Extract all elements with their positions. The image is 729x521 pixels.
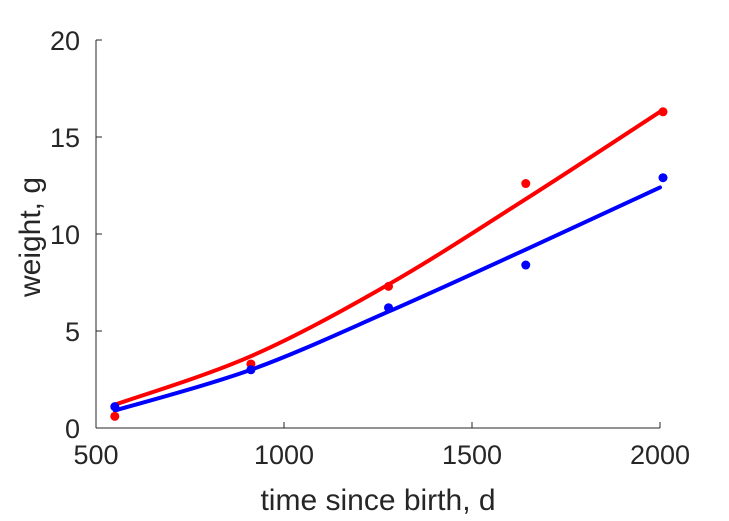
series-0-data-point <box>384 281 394 291</box>
y-tick-label: 10 <box>50 220 80 250</box>
y-tick-label: 15 <box>50 123 80 153</box>
y-axis-title: weight, g <box>14 177 47 298</box>
series-fits <box>112 109 662 413</box>
ticks: 500 1000 1500 2000 0 5 10 15 20 <box>50 26 690 470</box>
x-tick-label: 1000 <box>254 440 314 470</box>
series-1-data-point <box>384 303 394 313</box>
series-points <box>110 107 668 421</box>
axes <box>95 40 660 429</box>
x-tick-label: 500 <box>73 440 118 470</box>
series-1-data-point <box>658 173 668 183</box>
y-tick-label: 5 <box>65 317 80 347</box>
series-0-fit-line <box>112 109 662 407</box>
x-axis-title: time since birth, d <box>260 484 495 517</box>
series-1-data-point <box>521 260 531 270</box>
series-1-data-point <box>110 402 120 412</box>
series-0-data-point <box>110 411 120 421</box>
x-tick-label: 2000 <box>630 440 690 470</box>
series-0-data-point <box>658 107 668 117</box>
series-0-data-point <box>521 179 531 189</box>
y-tick-label: 0 <box>65 414 80 444</box>
series-1-data-point <box>246 365 256 375</box>
y-tick-label: 20 <box>50 26 80 56</box>
x-tick-label: 1500 <box>442 440 502 470</box>
